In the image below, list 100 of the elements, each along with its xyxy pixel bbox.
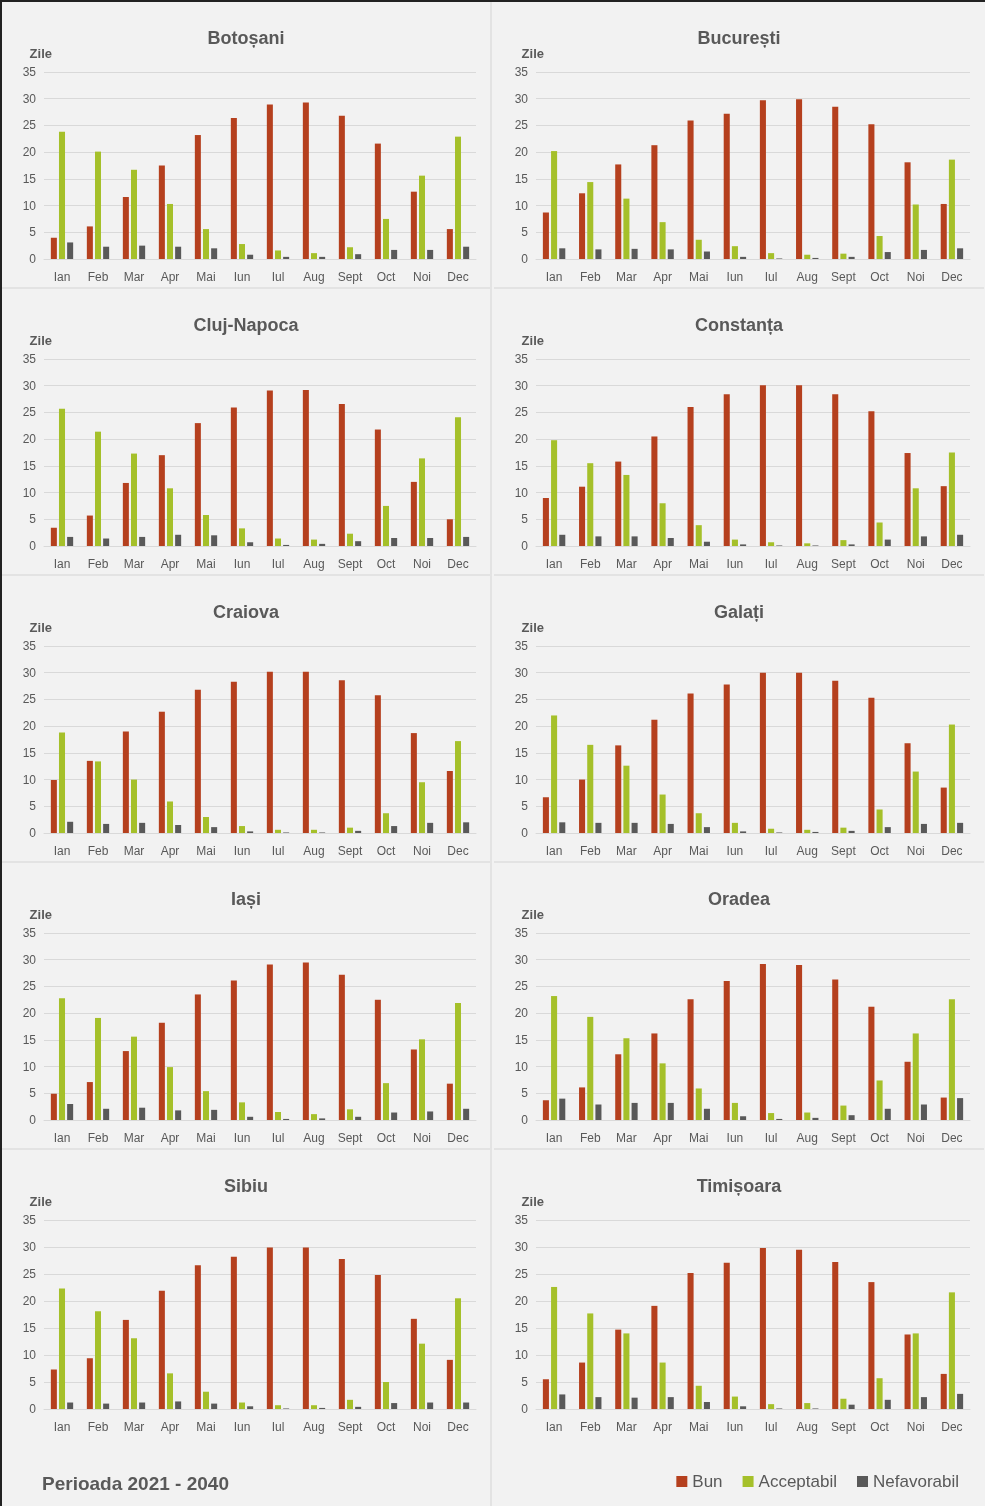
bar bbox=[427, 537, 434, 546]
bar bbox=[86, 226, 93, 259]
bar bbox=[876, 1080, 883, 1120]
x-tick-label: Noi bbox=[906, 270, 925, 284]
bar bbox=[912, 771, 919, 833]
bar bbox=[238, 528, 246, 546]
bar bbox=[454, 136, 462, 259]
x-tick-label: Iul bbox=[271, 557, 285, 571]
bar bbox=[695, 1385, 702, 1409]
x-tick-label: Sept bbox=[831, 557, 857, 571]
bar bbox=[454, 1002, 462, 1120]
bar bbox=[659, 1362, 666, 1409]
bar bbox=[302, 389, 309, 546]
bar bbox=[551, 1286, 558, 1409]
bar bbox=[418, 458, 426, 546]
x-tick-label: Dec bbox=[941, 557, 963, 571]
y-tick-label: 35 bbox=[22, 65, 37, 79]
bar bbox=[948, 724, 955, 833]
x-tick-label: Sept bbox=[831, 844, 857, 858]
bar bbox=[319, 256, 326, 259]
x-tick-label: Iun bbox=[726, 270, 744, 284]
y-tick-label: 10 bbox=[514, 772, 529, 787]
x-tick-label: Aug bbox=[303, 270, 325, 284]
bar bbox=[731, 822, 738, 833]
x-tick-label: Iun bbox=[233, 1131, 251, 1145]
bar bbox=[247, 1406, 254, 1409]
bar bbox=[631, 822, 638, 833]
bar bbox=[759, 100, 766, 259]
bar bbox=[912, 488, 919, 546]
bar bbox=[382, 505, 390, 546]
y-axis-title: Zile bbox=[29, 333, 52, 348]
bar bbox=[884, 252, 891, 259]
bar bbox=[723, 113, 730, 259]
bar bbox=[463, 246, 470, 259]
x-tick-label: Mar bbox=[123, 1420, 145, 1434]
x-tick-label: Ian bbox=[545, 1131, 563, 1145]
bar bbox=[418, 782, 426, 833]
y-tick-label: 5 bbox=[521, 799, 529, 814]
y-tick-label: 5 bbox=[29, 799, 37, 814]
bar bbox=[796, 965, 803, 1120]
x-tick-label: Mar bbox=[123, 557, 145, 571]
bar bbox=[374, 429, 381, 546]
x-tick-label: Dec bbox=[447, 1420, 469, 1434]
bar bbox=[463, 822, 470, 833]
bar bbox=[355, 830, 362, 833]
x-tick-label: Apr bbox=[653, 1420, 672, 1434]
y-tick-label: 25 bbox=[514, 1267, 529, 1281]
bar bbox=[211, 248, 218, 259]
bar bbox=[175, 824, 182, 833]
x-tick-label: Feb bbox=[87, 844, 109, 858]
x-tick-label: Iul bbox=[271, 1420, 285, 1434]
y-tick-label: 35 bbox=[22, 926, 37, 940]
x-tick-label: Iul bbox=[764, 1420, 778, 1434]
bar bbox=[454, 741, 462, 833]
bar bbox=[703, 827, 710, 833]
bar bbox=[374, 143, 381, 259]
y-tick-label: 0 bbox=[521, 826, 529, 840]
bar bbox=[454, 1298, 462, 1409]
bar bbox=[274, 829, 282, 833]
bar bbox=[302, 962, 309, 1120]
bar bbox=[410, 191, 417, 259]
y-tick-label: 0 bbox=[521, 1402, 529, 1416]
bar bbox=[595, 249, 602, 259]
x-tick-label: Noi bbox=[906, 1420, 925, 1434]
x-tick-label: Mai bbox=[689, 844, 709, 858]
x-tick-label: Sept bbox=[337, 557, 364, 571]
bar bbox=[58, 408, 66, 546]
y-axis-title: Zile bbox=[29, 907, 52, 922]
bar bbox=[703, 1401, 710, 1409]
bar bbox=[559, 534, 566, 546]
bar bbox=[418, 1039, 426, 1120]
bar bbox=[454, 417, 462, 546]
bar bbox=[158, 1022, 165, 1120]
x-tick-label: Mai bbox=[196, 557, 216, 571]
bar bbox=[274, 1111, 282, 1120]
bar bbox=[768, 1113, 775, 1120]
bar bbox=[796, 99, 803, 259]
y-axis-title: Zile bbox=[521, 620, 544, 635]
bar bbox=[122, 197, 129, 259]
bar bbox=[103, 1403, 110, 1409]
y-tick-label: 30 bbox=[514, 952, 529, 967]
x-tick-label: Noi bbox=[412, 557, 432, 571]
bar bbox=[659, 794, 666, 833]
bar bbox=[382, 813, 390, 833]
bar bbox=[957, 822, 964, 833]
x-tick-label: Iun bbox=[233, 844, 251, 858]
bar bbox=[804, 1112, 811, 1120]
x-tick-label: Feb bbox=[579, 1131, 601, 1145]
y-tick-label: 30 bbox=[514, 91, 529, 106]
bar bbox=[667, 249, 674, 259]
bar bbox=[796, 672, 803, 833]
x-tick-label: Mai bbox=[196, 1131, 216, 1145]
bar bbox=[130, 779, 138, 833]
bar bbox=[338, 974, 345, 1120]
bar bbox=[230, 407, 237, 546]
chart-title: Iași bbox=[230, 889, 262, 909]
y-tick-label: 5 bbox=[521, 225, 529, 240]
y-tick-label: 0 bbox=[521, 252, 529, 266]
bar bbox=[166, 801, 174, 833]
bar bbox=[230, 681, 237, 833]
